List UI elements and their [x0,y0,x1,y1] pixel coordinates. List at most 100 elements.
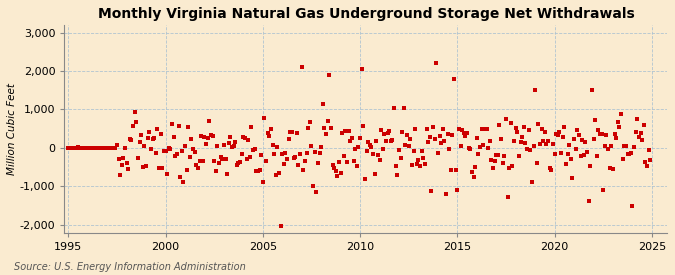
Point [495,136,506,141]
Point [122,160,132,165]
Point [369,172,380,176]
Point [196,134,207,139]
Point [116,163,127,167]
Point [352,164,362,168]
Point [313,161,323,166]
Point [510,125,521,130]
Point [559,125,570,129]
Point [413,158,424,162]
Point [418,155,429,160]
Point [558,135,568,139]
Point [517,134,528,139]
Point [455,144,466,148]
Point [256,152,267,157]
Point [562,152,573,156]
Point [632,117,643,121]
Point [131,119,142,124]
Point [533,122,544,126]
Point [265,126,276,131]
Point [165,147,176,152]
Point [155,132,166,136]
Point [288,155,299,160]
Point [220,157,231,161]
Point [371,139,381,144]
Point [126,138,137,142]
Point [449,76,460,81]
Point [213,161,224,165]
Point [547,142,558,146]
Point [494,123,505,127]
Point [151,150,161,155]
Point [477,127,487,131]
Point [241,157,252,161]
Point [447,133,458,138]
Point [619,144,630,148]
Point [587,88,597,92]
Point [219,142,230,147]
Point [342,160,352,164]
Point [163,146,174,150]
Point [470,164,481,169]
Point [539,130,550,134]
Point [345,139,356,143]
Point [170,154,181,158]
Point [292,131,302,136]
Point [497,161,508,165]
Point [368,152,379,156]
Point [82,146,93,150]
Point [167,122,178,127]
Point [246,125,257,130]
Point [233,161,244,166]
Point [314,151,325,155]
Point [162,172,173,177]
Point [223,141,234,145]
Point [123,167,134,171]
Point [76,146,86,150]
Point [209,158,219,163]
Point [300,158,310,163]
Point [549,152,560,156]
Point [298,167,308,172]
Point [364,143,375,147]
Point [483,145,493,150]
Point [525,148,536,152]
Point [284,136,294,141]
Point [596,131,607,136]
Point [489,159,500,163]
Point [329,166,340,170]
Point [348,159,359,163]
Point [74,145,85,150]
Point [434,134,445,138]
Point [551,132,562,136]
Point [273,171,284,175]
Point [316,145,327,150]
Point [611,136,622,140]
Point [228,144,239,148]
Point [110,145,121,150]
Point [105,146,116,150]
Point [188,147,198,151]
Point [582,149,593,154]
Point [628,145,639,150]
Point [626,150,637,155]
Point [257,180,268,184]
Point [457,128,468,133]
Point [235,160,246,164]
Point [591,154,602,158]
Point [217,156,227,161]
Point [642,164,653,168]
Point [478,143,489,147]
Point [491,153,502,158]
Point [414,164,425,168]
Point [572,128,583,132]
Point [147,137,158,142]
Point [225,134,236,139]
Point [506,120,516,125]
Point [614,125,625,129]
Point [192,166,203,170]
Point [479,127,490,132]
Point [609,131,620,136]
Point [309,150,320,154]
Point [340,129,351,134]
Point [65,146,76,150]
